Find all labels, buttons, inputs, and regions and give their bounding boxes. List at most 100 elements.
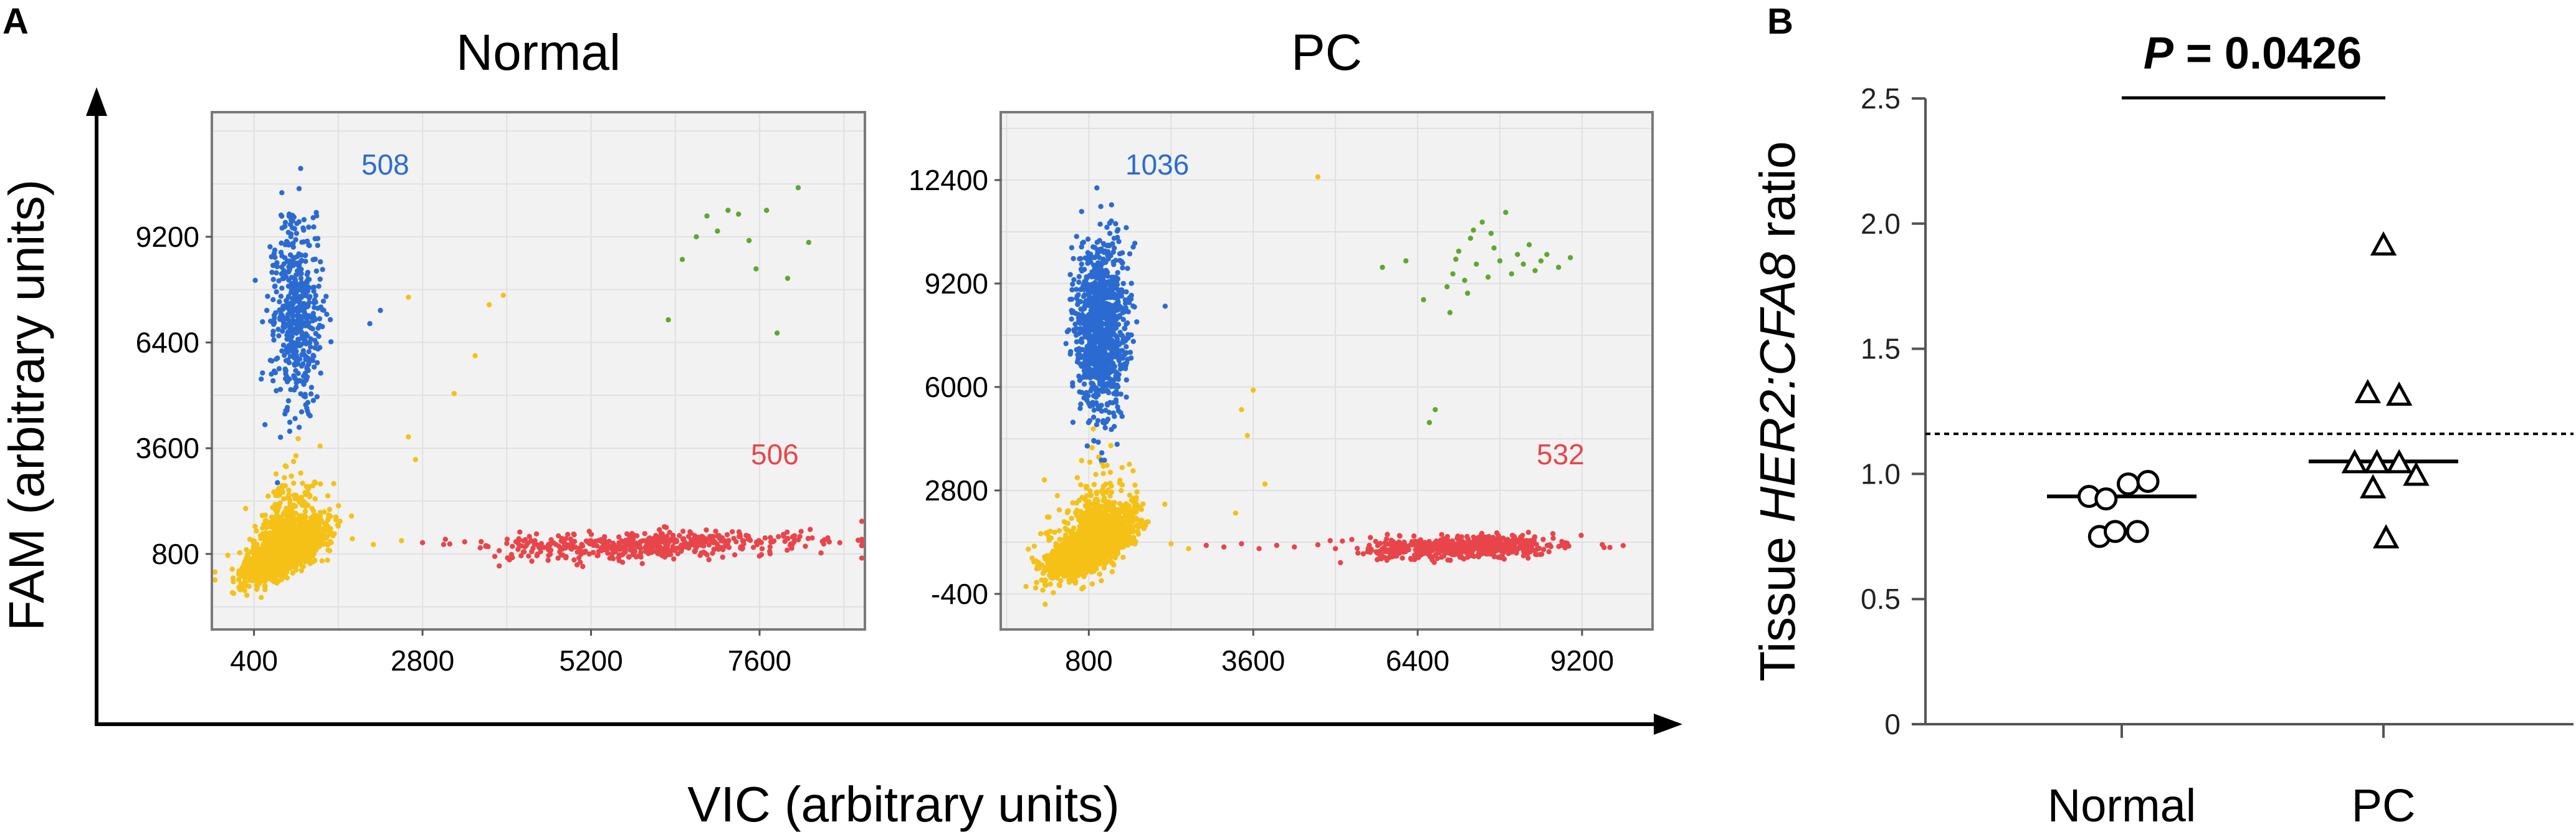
vic-positive-point <box>571 557 577 563</box>
double-negative-point <box>275 485 282 491</box>
double-negative-point <box>275 550 280 555</box>
fam-positive-point <box>300 361 306 366</box>
double-negative-point <box>302 509 308 514</box>
double-negative-point <box>1023 583 1029 590</box>
vic-positive-point <box>569 540 575 546</box>
trail-point <box>328 540 334 545</box>
double-negative-point <box>281 496 287 502</box>
fam-positive-point <box>276 278 282 284</box>
double-positive-point <box>785 275 791 281</box>
vic-positive-point <box>538 541 544 547</box>
vic-positive-point <box>558 552 564 558</box>
fam-positive-point <box>288 345 294 352</box>
double-negative-point <box>287 501 293 507</box>
double-negative-point <box>259 512 265 519</box>
double-negative-point <box>325 525 332 531</box>
fam-positive-point <box>290 244 296 250</box>
fam-positive-point <box>295 337 301 342</box>
double-negative-point <box>300 481 305 486</box>
vic-positive-point <box>638 554 644 560</box>
double-negative-point <box>246 564 251 570</box>
outlier-point <box>451 391 457 396</box>
fam-positive-point <box>278 294 284 299</box>
vic-positive-point <box>692 543 699 549</box>
panel-a-y-arrowhead <box>86 87 107 116</box>
double-negative-point <box>1100 471 1106 476</box>
double-negative-point <box>289 555 295 561</box>
double-negative-point <box>1132 482 1138 488</box>
fam-positive-point <box>287 428 293 434</box>
vic-positive-point <box>558 538 564 544</box>
double-negative-point <box>1087 459 1093 465</box>
vic-positive-point <box>818 550 824 556</box>
vic-positive-point <box>709 533 715 539</box>
vic-positive-point <box>672 548 677 553</box>
fam-positive-point <box>303 378 308 384</box>
vic-positive-point <box>571 532 577 538</box>
double-negative-point <box>263 532 269 537</box>
double-negative-point <box>1064 510 1071 515</box>
vic-positive-point <box>756 538 762 543</box>
fam-positive-point <box>280 306 285 312</box>
panel-a-x-axis-title: VIC (arbitrary units) <box>687 777 1119 832</box>
double-negative-point <box>277 531 283 537</box>
double-negative-point <box>290 514 296 520</box>
vic-positive-point <box>631 532 637 538</box>
vic-positive-point <box>602 547 608 552</box>
fam-positive-point <box>277 299 282 305</box>
vic-positive-point <box>606 538 612 544</box>
double-negative-point <box>287 527 293 533</box>
vic-positive-point <box>715 546 721 552</box>
double-positive-point <box>715 228 720 234</box>
double-negative-point <box>287 550 292 556</box>
fam-positive-point <box>318 370 323 376</box>
panel-label-a: A <box>2 1 29 42</box>
vic-positive-point <box>762 535 768 541</box>
double-negative-point <box>254 576 260 583</box>
vic-positive-point <box>534 553 540 558</box>
double-negative-point <box>305 522 311 527</box>
double-negative-point <box>1042 601 1048 607</box>
double-negative-point <box>1056 507 1062 513</box>
double-negative-point <box>290 570 295 576</box>
vic-positive-point <box>548 537 554 543</box>
double-negative-point <box>267 567 273 572</box>
fam-positive-point <box>279 285 285 291</box>
double-negative-point <box>229 590 236 596</box>
fam-positive-point <box>267 358 274 363</box>
double-negative-point <box>1074 507 1080 513</box>
vic-positive-point <box>798 529 804 534</box>
double-negative-point <box>296 557 302 563</box>
vic-positive-point <box>782 538 788 544</box>
double-negative-point <box>269 514 275 520</box>
fam-positive-point <box>270 378 276 384</box>
double-negative-point <box>290 459 297 464</box>
double-negative-point <box>318 481 323 487</box>
vic-positive-point <box>785 547 790 553</box>
fam-positive-point <box>271 322 277 327</box>
fam-positive-point <box>275 480 280 485</box>
double-negative-point <box>271 579 277 585</box>
fam-positive-point <box>270 277 276 282</box>
vic-positive-point <box>518 543 524 549</box>
fam-positive-point <box>312 297 317 303</box>
double-negative-point <box>262 517 269 524</box>
trail-point <box>441 542 447 547</box>
fam-positive-point <box>306 300 312 305</box>
fam-positive-point <box>307 295 312 301</box>
fam-positive-point <box>260 319 265 325</box>
double-negative-point <box>300 563 306 570</box>
double-negative-point <box>317 510 323 515</box>
double-positive-point <box>694 234 699 240</box>
fam-positive-point <box>274 356 279 362</box>
vic-positive-point <box>685 544 690 550</box>
fam-positive-point <box>285 398 292 404</box>
double-negative-point <box>317 443 323 449</box>
vic-positive-point <box>545 557 551 563</box>
double-negative-point <box>286 562 292 567</box>
fam-positive-point <box>307 413 313 419</box>
double-positive-point <box>774 330 780 336</box>
fam-positive-point <box>293 284 298 290</box>
fam-positive-point <box>308 315 314 320</box>
vic-positive-point <box>671 556 677 562</box>
